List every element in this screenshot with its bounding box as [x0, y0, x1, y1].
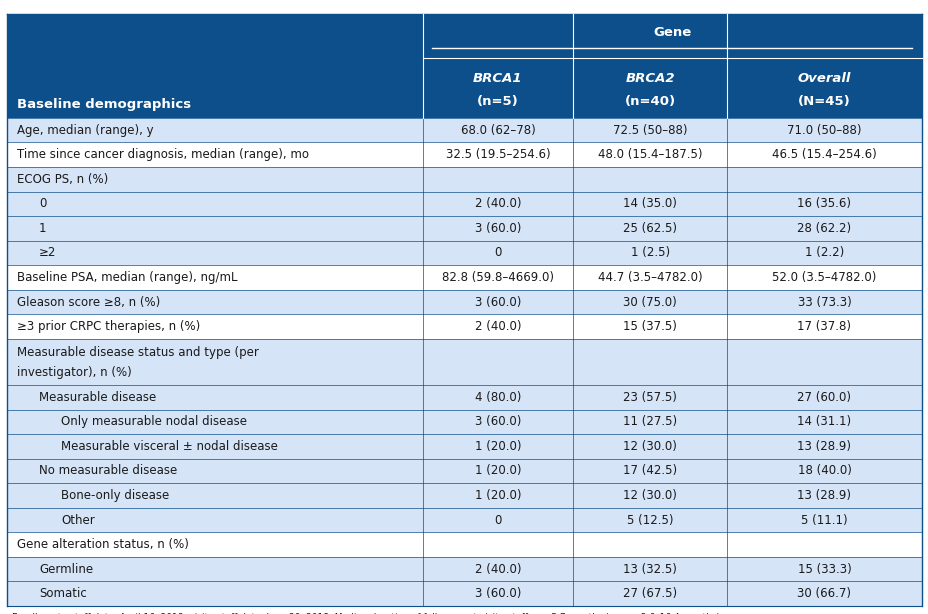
Text: ≥2: ≥2 [39, 246, 57, 260]
Text: Gene alteration status, n (%): Gene alteration status, n (%) [17, 538, 188, 551]
Text: Germline: Germline [39, 562, 93, 576]
Text: Overall: Overall [797, 72, 850, 85]
Bar [7, 314, 921, 339]
Bar [7, 14, 921, 58]
Text: 23 (57.5): 23 (57.5) [623, 391, 677, 404]
Bar [7, 58, 921, 118]
Text: Baseline PSA, median (range), ng/mL: Baseline PSA, median (range), ng/mL [17, 271, 237, 284]
Text: 0: 0 [494, 513, 501, 527]
Text: 13 (28.9): 13 (28.9) [796, 440, 851, 453]
Bar [7, 142, 921, 167]
Text: 1 (2.2): 1 (2.2) [804, 246, 844, 260]
Bar [7, 434, 921, 459]
Text: BRCA1: BRCA1 [472, 72, 522, 85]
Text: Baseline demographics: Baseline demographics [17, 98, 190, 111]
Text: 1 (2.5): 1 (2.5) [630, 246, 669, 260]
Text: Measurable disease: Measurable disease [39, 391, 156, 404]
Text: 17 (42.5): 17 (42.5) [623, 464, 677, 478]
Text: 71.0 (50–88): 71.0 (50–88) [786, 123, 861, 137]
Text: Measurable visceral ± nodal disease: Measurable visceral ± nodal disease [61, 440, 277, 453]
Text: 14 (31.1): 14 (31.1) [796, 415, 851, 429]
Bar [7, 118, 921, 142]
Text: 3 (60.0): 3 (60.0) [474, 415, 521, 429]
Text: 68.0 (62–78): 68.0 (62–78) [460, 123, 535, 137]
Text: 30 (75.0): 30 (75.0) [623, 295, 677, 309]
Text: 28 (62.2): 28 (62.2) [796, 222, 851, 235]
Bar [7, 290, 921, 314]
Text: 72.5 (50–88): 72.5 (50–88) [612, 123, 687, 137]
Text: 46.5 (15.4–254.6): 46.5 (15.4–254.6) [771, 148, 876, 161]
Text: ECOG PS, n (%): ECOG PS, n (%) [17, 173, 108, 186]
Text: Bone-only disease: Bone-only disease [61, 489, 170, 502]
Text: 0: 0 [39, 197, 46, 211]
Text: Somatic: Somatic [39, 587, 86, 600]
Text: (n=40): (n=40) [624, 95, 676, 107]
Text: 13 (32.5): 13 (32.5) [623, 562, 677, 576]
Text: Only measurable nodal disease: Only measurable nodal disease [61, 415, 247, 429]
Text: ≥3 prior CRPC therapies, n (%): ≥3 prior CRPC therapies, n (%) [17, 320, 200, 333]
Text: 27 (67.5): 27 (67.5) [623, 587, 677, 600]
Text: 12 (30.0): 12 (30.0) [623, 440, 677, 453]
Bar [7, 532, 921, 557]
Text: 1 (20.0): 1 (20.0) [474, 464, 521, 478]
Text: (N=45): (N=45) [797, 95, 850, 107]
Text: 2 (40.0): 2 (40.0) [474, 320, 521, 333]
Bar [7, 483, 921, 508]
Bar [7, 167, 921, 192]
Text: 44.7 (3.5–4782.0): 44.7 (3.5–4782.0) [598, 271, 702, 284]
Text: 0: 0 [494, 246, 501, 260]
Bar [7, 385, 921, 410]
Text: 3 (60.0): 3 (60.0) [474, 587, 521, 600]
Text: 32.5 (19.5–254.6): 32.5 (19.5–254.6) [445, 148, 549, 161]
Text: 16 (35.6): 16 (35.6) [796, 197, 851, 211]
Bar [7, 192, 921, 216]
Text: Age, median (range), y: Age, median (range), y [17, 123, 153, 137]
Text: 82.8 (59.8–4669.0): 82.8 (59.8–4669.0) [442, 271, 553, 284]
Text: (n=5): (n=5) [477, 95, 518, 107]
Text: 11 (27.5): 11 (27.5) [623, 415, 677, 429]
Text: 12 (30.0): 12 (30.0) [623, 489, 677, 502]
Text: 27 (60.0): 27 (60.0) [796, 391, 851, 404]
Text: 17 (37.8): 17 (37.8) [796, 320, 851, 333]
Bar [7, 241, 921, 265]
Text: No measurable disease: No measurable disease [39, 464, 177, 478]
Text: BRCA2: BRCA2 [625, 72, 675, 85]
Text: 3 (60.0): 3 (60.0) [474, 222, 521, 235]
Text: investigator), n (%): investigator), n (%) [17, 365, 132, 379]
Text: 4 (80.0): 4 (80.0) [474, 391, 521, 404]
Text: 2 (40.0): 2 (40.0) [474, 562, 521, 576]
Text: 1 (20.0): 1 (20.0) [474, 489, 521, 502]
Bar [7, 557, 921, 581]
Text: 2 (40.0): 2 (40.0) [474, 197, 521, 211]
Text: Measurable disease status and type (per: Measurable disease status and type (per [17, 346, 258, 359]
Text: 33 (73.3): 33 (73.3) [797, 295, 850, 309]
Bar [7, 339, 921, 385]
Text: 18 (40.0): 18 (40.0) [797, 464, 850, 478]
Text: 3 (60.0): 3 (60.0) [474, 295, 521, 309]
Text: 30 (66.7): 30 (66.7) [796, 587, 851, 600]
Text: Other: Other [61, 513, 95, 527]
Text: 14 (35.0): 14 (35.0) [623, 197, 677, 211]
Text: 5 (11.1): 5 (11.1) [800, 513, 847, 527]
Text: Time since cancer diagnosis, median (range), mo: Time since cancer diagnosis, median (ran… [17, 148, 308, 161]
Bar [7, 265, 921, 290]
Bar [7, 581, 921, 606]
Text: 13 (28.9): 13 (28.9) [796, 489, 851, 502]
Text: 25 (62.5): 25 (62.5) [623, 222, 677, 235]
Bar [7, 216, 921, 241]
Text: 15 (37.5): 15 (37.5) [623, 320, 677, 333]
Bar [7, 410, 921, 434]
Text: Gene: Gene [652, 26, 690, 39]
Text: 52.0 (3.5–4782.0): 52.0 (3.5–4782.0) [771, 271, 876, 284]
Text: 48.0 (15.4–187.5): 48.0 (15.4–187.5) [598, 148, 702, 161]
Bar [7, 508, 921, 532]
Bar [7, 459, 921, 483]
Text: 1: 1 [39, 222, 46, 235]
Text: Gleason score ≥8, n (%): Gleason score ≥8, n (%) [17, 295, 160, 309]
Text: 15 (33.3): 15 (33.3) [797, 562, 850, 576]
Text: 5 (12.5): 5 (12.5) [626, 513, 673, 527]
Text: 1 (20.0): 1 (20.0) [474, 440, 521, 453]
